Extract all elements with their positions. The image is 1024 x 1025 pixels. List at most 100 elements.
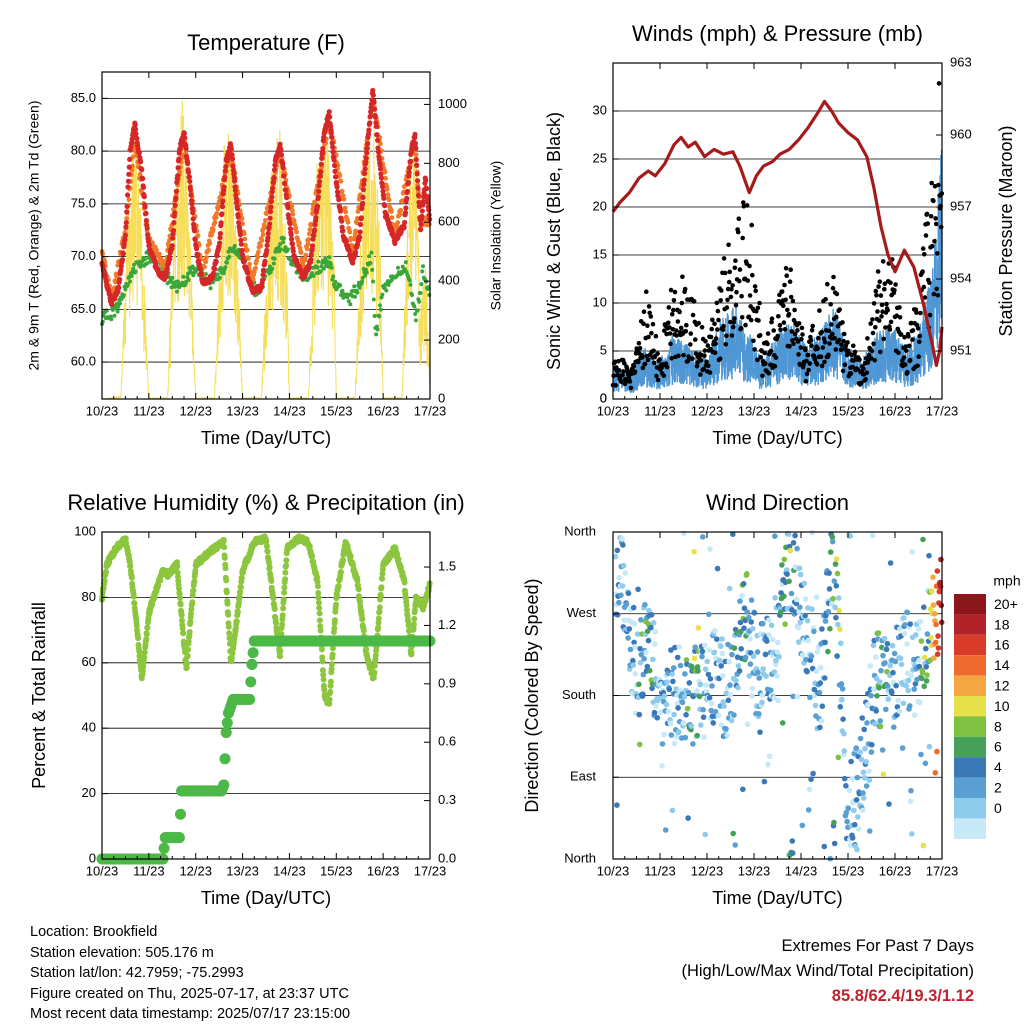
temp-2m-point (223, 164, 228, 169)
gust-point (677, 310, 682, 315)
temp-2m-point (418, 227, 423, 232)
temp-2m-point (284, 195, 289, 200)
dewpoint-point (187, 278, 191, 282)
temp-2m-point (320, 146, 325, 151)
temp-2m-point (289, 237, 294, 242)
temp-2m-point (199, 272, 204, 277)
temp-2m-point (360, 195, 365, 200)
temp-2m-point (368, 114, 373, 119)
temp-ytick-label: 60.0 (71, 354, 96, 369)
temp-2m-point (285, 205, 290, 210)
temp-2m-point (362, 171, 367, 176)
temp-9m-point (261, 232, 266, 237)
dewpoint-point (225, 261, 229, 265)
dewpoint-point (378, 303, 382, 307)
dewpoint-point (417, 300, 421, 304)
temp-9m-point (207, 241, 212, 246)
dewpoint-point (419, 291, 423, 295)
temp-2m-point (424, 186, 429, 191)
dewpoint-point (360, 280, 364, 284)
dewpoint-point (352, 284, 356, 288)
temp-2m-point (361, 187, 366, 192)
temp-2m-point (139, 167, 144, 172)
temp-2m-point (239, 242, 244, 247)
temp-9m-point (389, 209, 394, 214)
temp-ytick-label: 85.0 (71, 90, 96, 105)
dewpoint-point (281, 240, 285, 244)
temp-2m-point (373, 115, 378, 120)
temp-2m-point (376, 149, 381, 154)
dewpoint-point (369, 261, 373, 265)
temp-2m-point (238, 232, 243, 237)
dewpoint-point (372, 298, 376, 302)
temp-2m-point (329, 135, 334, 140)
gust-point (668, 331, 673, 336)
temp-y2tick-label: 1000 (438, 96, 467, 111)
temp-2m-point (332, 169, 337, 174)
gust-point (680, 275, 685, 280)
temp-2m-point (316, 194, 321, 199)
temp-2m-point (220, 198, 225, 203)
temp-2m-point (364, 150, 369, 155)
temp-2m-point (362, 178, 367, 183)
temp-9m-point (260, 238, 265, 243)
dewpoint-point (387, 283, 391, 287)
temp-2m-point (308, 257, 313, 262)
temp-2m-point (219, 211, 224, 216)
temp-2m-point (268, 205, 273, 210)
temp-9m-point (398, 208, 403, 213)
dewpoint-point (175, 290, 179, 294)
temp-2m-point (145, 226, 150, 231)
temp-2m-point (281, 165, 286, 170)
temp-2m-point (415, 171, 420, 176)
temp-2m-point (419, 214, 424, 219)
temp-2m-point (269, 199, 274, 204)
temp-2m-point (366, 128, 371, 133)
gust-point (666, 321, 671, 326)
temp-2m-point (194, 246, 199, 251)
dewpoint-point (316, 266, 320, 270)
gust-point (681, 353, 686, 358)
temp-2m-point (190, 210, 195, 215)
temp-2m-point (371, 93, 376, 98)
temp-2m-point (171, 220, 176, 225)
temp-2m-point (125, 184, 130, 189)
temp-9m-point (245, 248, 250, 253)
gust-point (670, 312, 675, 317)
temp-9m-point (308, 227, 313, 232)
dewpoint-point (327, 255, 331, 259)
temp-2m-point (365, 141, 370, 146)
temp-2m-point (220, 204, 225, 209)
temp-2m-point (370, 88, 375, 93)
temp-9m-point (342, 197, 347, 202)
dewpoint-point (376, 328, 380, 332)
gust-point (649, 314, 654, 319)
temp-2m-point (138, 159, 143, 164)
temp-2m-point (236, 215, 241, 220)
temp-2m-point (222, 175, 227, 180)
temp-2m-point (413, 141, 418, 146)
dewpoint-point (330, 266, 334, 270)
temp-2m-point (229, 146, 234, 151)
temp-2m-point (332, 158, 337, 163)
gust-point (676, 354, 681, 359)
temp-2m-point (381, 196, 386, 201)
gust-point (656, 378, 661, 383)
temp-2m-point (283, 188, 288, 193)
dewpoint-point (143, 257, 147, 261)
temp-2m-point (333, 174, 338, 179)
temp-2m-point (406, 180, 411, 185)
temp-9m-point (258, 244, 263, 249)
temp-9m-point (291, 212, 296, 217)
dewpoint-point (374, 332, 378, 336)
temp-2m-point (338, 209, 343, 214)
temp-2m-point (317, 179, 322, 184)
temp-2m-point (415, 186, 420, 191)
dewpoint-point (216, 272, 220, 276)
temp-2m-point (188, 187, 193, 192)
temp-2m-point (124, 220, 129, 225)
dewpoint-point (116, 310, 120, 314)
temp-9m-point (299, 250, 304, 255)
temp-2m-point (408, 159, 413, 164)
temp-2m-point (282, 181, 287, 186)
